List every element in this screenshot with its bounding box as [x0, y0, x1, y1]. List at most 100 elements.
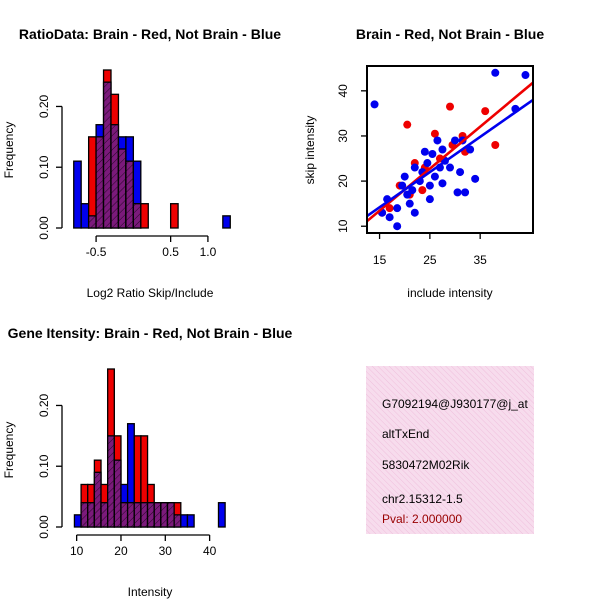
scatter-panel: Brain - Red, Not Brain - Blue 15 25 35 10 20… [303, 26, 544, 300]
scatter-point-blue [461, 188, 470, 197]
scatter-marks [367, 68, 533, 231]
hist-bar-overlap-hatch [160, 502, 168, 527]
info-background [366, 366, 534, 534]
scatter-point-red [403, 120, 412, 129]
scatter-point-blue [471, 174, 480, 183]
scatter-point-blue [456, 168, 465, 177]
scatter-point-blue [425, 181, 434, 190]
hist-bar-overlap-hatch [96, 136, 104, 228]
y-tick-label: 0.00 [37, 515, 51, 539]
hist-bar-red [87, 136, 97, 229]
scatter-plot-area: 15 25 35 10 20 30 40 [336, 65, 534, 267]
hist-bar-overlap-hatch [111, 124, 119, 228]
hist-bar-blue [73, 160, 82, 229]
scatter-point-blue [420, 147, 429, 156]
hist-bar-overlap-hatch [88, 215, 97, 228]
ratio-histogram-axes: 0.00 0.10 0.20 -0.5 0.5 1.0 [37, 94, 217, 259]
hist-bar-red [140, 203, 149, 229]
info-panel: G7092194@J930177@j_at altTxEnd 5830472M0… [366, 366, 534, 534]
hist-bar-red [169, 203, 179, 229]
scatter-point-blue [408, 186, 417, 195]
y-tick-label: 30 [336, 129, 350, 143]
y-tick-label: 10 [336, 219, 350, 233]
scatter-point-blue [428, 150, 437, 159]
scatter-point-blue [410, 163, 419, 172]
intensity-histogram-axes: 0.00 0.10 0.20 10 20 30 40 [37, 393, 217, 558]
scatter-point-red [491, 140, 500, 149]
scatter-point-blue [446, 163, 454, 172]
scatter-point-blue [410, 208, 419, 217]
hist-bar-overlap-hatch [81, 502, 88, 527]
hist-bar-overlap-hatch [114, 460, 121, 527]
hist-bar-blue [217, 502, 226, 528]
hist-bar-overlap-hatch [107, 435, 115, 527]
y-tick-label: 0.10 [37, 155, 51, 179]
hist-bar-overlap-hatch [120, 502, 128, 527]
ratio-histogram-ylabel: Frequency [2, 122, 16, 179]
info-line-gene-name: 5830472M02Rik [382, 458, 470, 472]
scatter-title: Brain - Red, Not Brain - Blue [356, 26, 544, 42]
ratio-histogram-bars [73, 69, 231, 229]
hist-bar-overlap-hatch [94, 472, 102, 527]
hist-bar-blue [222, 215, 231, 229]
scatter-point-red [430, 129, 439, 138]
hist-bar-blue [186, 514, 195, 528]
scatter-point-blue [398, 181, 407, 190]
x-tick-label: 20 [114, 544, 128, 558]
scatter-point-blue [430, 172, 439, 181]
x-tick-label: 10 [70, 544, 84, 558]
intensity-histogram-panel: Gene Itensity: Brain - Red, Not Brain - … [2, 325, 293, 599]
hist-bar-overlap-hatch [103, 82, 111, 229]
hist-bar-overlap-hatch [127, 502, 135, 527]
y-tick-label: 20 [336, 174, 350, 188]
y-tick-label: 0.00 [37, 216, 51, 240]
hist-bar-overlap-hatch [147, 502, 155, 527]
scatter-point-blue [393, 204, 402, 213]
scatter-plot-frame [366, 65, 534, 234]
scatter-point-blue [438, 145, 447, 154]
x-tick-label: 0.5 [162, 245, 179, 259]
hist-bar-overlap-hatch [87, 502, 95, 527]
hist-bar-overlap-hatch [154, 502, 161, 527]
scatter-point-blue [425, 195, 434, 204]
ratio-histogram-panel: RatioData: Brain - Red, Not Brain - Blue… [2, 26, 281, 300]
hist-bar-blue [180, 514, 189, 528]
hist-bar-overlap-hatch [134, 502, 141, 527]
hist-bar-overlap-hatch [118, 149, 126, 228]
info-line-location: chr2.15312-1.5 [382, 492, 463, 506]
y-tick-label: 40 [336, 84, 350, 98]
x-tick-label: 15 [373, 253, 387, 267]
scatter-point-red [481, 107, 490, 116]
scatter-point-blue [433, 136, 442, 145]
info-line-probe-id: G7092194@J930177@j_at [382, 397, 528, 411]
scatter-point-blue [393, 222, 402, 231]
intensity-histogram-title: Gene Itensity: Brain - Red, Not Brain - … [8, 325, 293, 341]
ratio-histogram-title: RatioData: Brain - Red, Not Brain - Blue [19, 26, 281, 42]
x-tick-label: 25 [423, 253, 437, 267]
hist-bar-overlap-hatch [167, 502, 175, 527]
scatter-point-blue [423, 159, 432, 168]
scatter-point-blue [453, 188, 462, 197]
hist-bar-overlap-hatch [174, 514, 181, 527]
hist-bar-overlap-hatch [125, 161, 134, 228]
info-line-event-type: altTxEnd [382, 427, 429, 441]
x-tick-label: 40 [203, 544, 217, 558]
x-tick-label: 35 [474, 253, 488, 267]
hist-bar-overlap-hatch [101, 502, 108, 527]
scatter-point-blue [370, 100, 379, 109]
hist-bar-blue [73, 514, 82, 528]
hist-bar-overlap-hatch [133, 203, 141, 228]
ratio-histogram-xlabel: Log2 Ratio Skip/Include [87, 286, 214, 300]
y-tick-label: 0.20 [37, 94, 51, 118]
scatter-point-blue [466, 145, 475, 154]
x-tick-label: -0.5 [86, 245, 107, 259]
regression-line-blue [367, 98, 533, 218]
scatter-point-blue [400, 172, 409, 181]
scatter-point-blue [405, 199, 414, 208]
scatter-point-blue [521, 71, 530, 80]
info-text-clip: G7092194@J930177@j_at altTxEnd 5830472M0… [382, 397, 528, 526]
scatter-ylabel: skip intensity [303, 116, 317, 185]
scatter-point-red [446, 102, 454, 111]
info-pval: Pval: 2.000000 [382, 512, 462, 526]
